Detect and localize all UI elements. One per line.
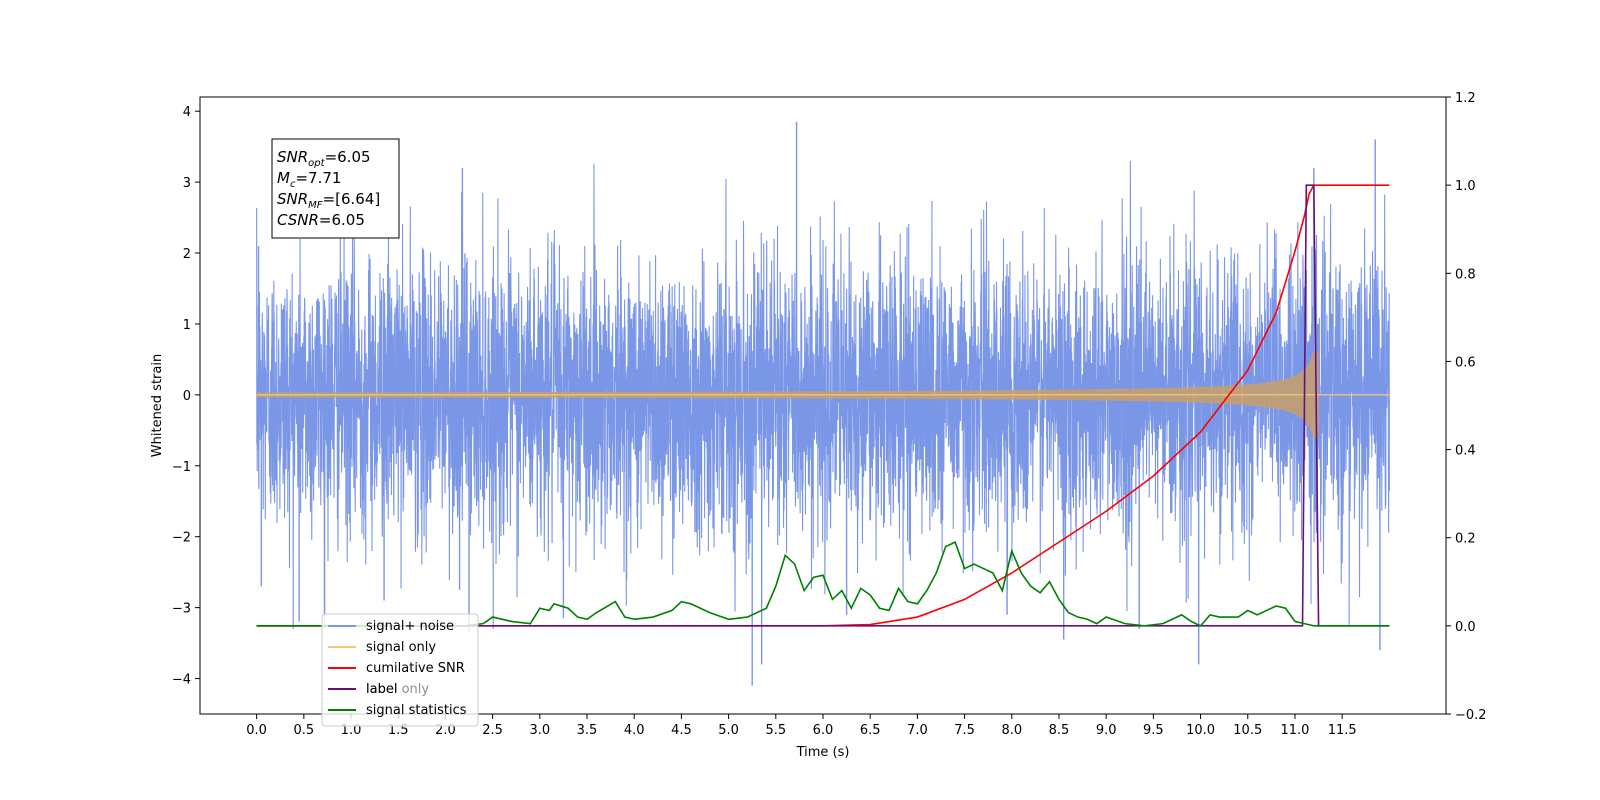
annotation-line-1: Mc=7.71 xyxy=(277,169,341,190)
x-tick-label: 0.5 xyxy=(293,723,314,738)
x-tick-label: 4.0 xyxy=(624,723,645,738)
annotation-symbol: CSNR xyxy=(277,211,319,229)
series-signal-noise-line xyxy=(256,160,1390,629)
annotation-value: =6.05 xyxy=(325,148,371,166)
annotation-frame xyxy=(271,138,400,239)
series-signal-only-line xyxy=(256,352,1390,438)
y2-tick-label: 0.6 xyxy=(1455,355,1476,370)
annotation-line-3: CSNR=6.05 xyxy=(277,211,365,229)
annotation-value: =[6.64] xyxy=(323,190,381,208)
y2-tick-label: 1.0 xyxy=(1455,179,1476,194)
x-tick-label: 8.5 xyxy=(1049,723,1070,738)
legend-hidden-text: label only xyxy=(366,682,429,697)
x-tick-label: 4.5 xyxy=(671,723,692,738)
legend-entry-label: signal+ noise xyxy=(366,619,454,634)
annotation-subscript: MF xyxy=(308,200,323,211)
annotation-symbol: M xyxy=(277,169,290,187)
x-tick-label: 9.5 xyxy=(1143,723,1164,738)
axes-layer: 0.0 0.5 1.0 1.5 2.0 2.5 3.0 3.5 4.0 4.5 5.0 5.5 6.0 6… xyxy=(150,91,1487,760)
x-tick-label: 7.5 xyxy=(954,723,975,738)
x-tick-label: 9.0 xyxy=(1096,723,1117,738)
y-tick-label: −4 xyxy=(172,673,191,688)
annotation-subscript: opt xyxy=(308,158,325,169)
x-tick-label: 1.0 xyxy=(341,723,362,738)
y-axis-label: Whitened strain xyxy=(150,354,165,457)
y2-tick-label: 0.0 xyxy=(1455,620,1476,635)
annotation-value: =6.05 xyxy=(319,211,365,229)
y2-tick-label: −0.2 xyxy=(1455,708,1487,723)
x-tick-label: 2.5 xyxy=(482,723,503,738)
data-layer xyxy=(256,121,1390,686)
y-tick-label: 0 xyxy=(183,389,191,404)
x-tick-label: 5.5 xyxy=(765,723,786,738)
x-tick-label: 3.0 xyxy=(529,723,550,738)
annotation-line-2: SNRMF=[6.64] xyxy=(277,190,380,211)
annotation-subscript: c xyxy=(290,179,296,190)
x-tick-label: 6.5 xyxy=(860,723,881,738)
x-tick-label: 3.5 xyxy=(577,723,598,738)
annotation-symbol: SNR xyxy=(277,190,308,208)
x-tick-label: 0.0 xyxy=(246,723,267,738)
y-tick-label: −2 xyxy=(172,531,191,546)
x-tick-label: 2.0 xyxy=(435,723,456,738)
y-tick-label: 2 xyxy=(183,247,191,262)
y2-tick-label: 0.8 xyxy=(1455,267,1476,282)
annotation-value: =7.71 xyxy=(295,169,341,187)
x-tick-label: 1.5 xyxy=(388,723,409,738)
legend-entry-label: signal statistics xyxy=(366,703,467,718)
series-signal-statistics-line xyxy=(256,541,1390,627)
legend-entry-label: signal only xyxy=(366,640,436,655)
annotation-symbol: SNR xyxy=(277,148,308,166)
y-tick-label: −3 xyxy=(172,602,191,617)
x-tick-label: 8.0 xyxy=(1001,723,1022,738)
legend-entry-label: label xyxy=(366,682,397,697)
x-axis-label: Time (s) xyxy=(796,745,850,760)
x-tick-label: 11.0 xyxy=(1280,723,1309,738)
x-tick-label: 7.0 xyxy=(907,723,928,738)
x-tick-label: 10.5 xyxy=(1233,723,1262,738)
y-tick-label: 3 xyxy=(183,176,191,191)
legend-frame xyxy=(321,613,479,727)
x-tick-label: 6.0 xyxy=(813,723,834,738)
x-tick-label: 10.0 xyxy=(1186,723,1215,738)
x-tick-label: 5.0 xyxy=(718,723,739,738)
y2-tick-label: 0.4 xyxy=(1455,444,1476,459)
annotation-line-0: SNRopt=6.05 xyxy=(277,148,371,169)
legend: label only signal+ noise signal only cumila… xyxy=(321,613,479,727)
y-tick-label: −1 xyxy=(172,460,191,475)
y-tick-label: 4 xyxy=(183,105,191,120)
y-tick-label: 1 xyxy=(183,318,191,333)
y2-tick-label: 0.2 xyxy=(1455,532,1476,547)
legend-entry-label: cumilative SNR xyxy=(366,661,465,676)
x-tick-label: 11.5 xyxy=(1328,723,1357,738)
y2-tick-label: 1.2 xyxy=(1455,91,1476,106)
